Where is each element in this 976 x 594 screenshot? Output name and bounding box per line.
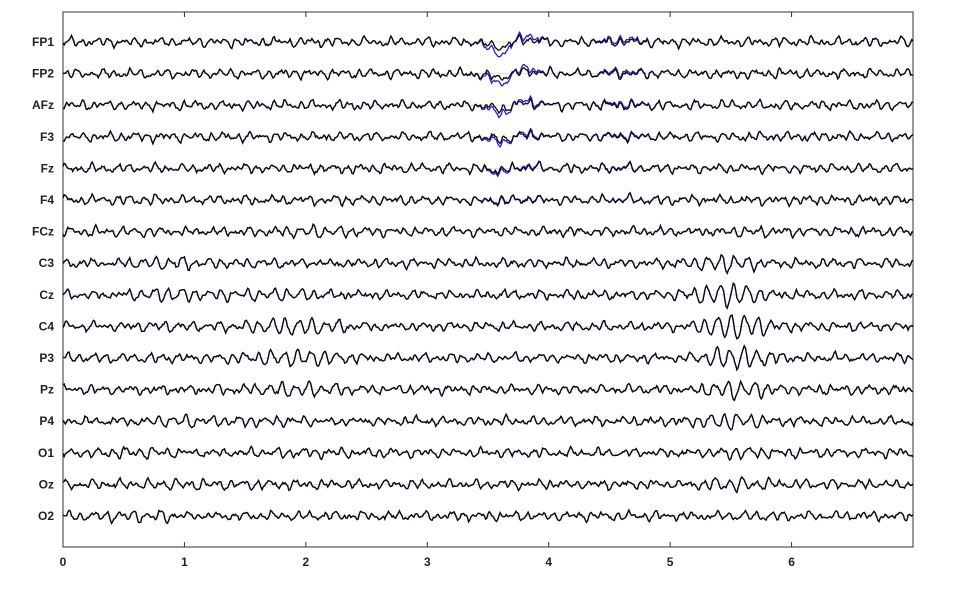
eeg-trace-f3 xyxy=(62,129,914,146)
channel-label-pz: Pz xyxy=(40,383,54,397)
x-axis: 0 1 2 3 4 5 6 xyxy=(60,12,795,569)
channel-label-p3: P3 xyxy=(39,351,54,365)
channel-label-fp1: FP1 xyxy=(32,35,54,49)
channel-label-fz: Fz xyxy=(41,161,54,175)
eeg-trace-pz xyxy=(62,379,914,402)
eeg-trace-f4 xyxy=(62,191,914,208)
channel-label-fcz: FCz xyxy=(32,225,54,239)
eeg-trace-c4 xyxy=(62,314,914,340)
eeg-trace-cz xyxy=(62,282,914,310)
eeg-trace-c3 xyxy=(62,253,914,275)
eeg-trace-oz xyxy=(62,475,914,494)
channel-label-f3: F3 xyxy=(40,130,54,144)
x-tick-label-4: 4 xyxy=(545,555,552,569)
eeg-trace-afz xyxy=(62,97,914,115)
eeg-trace-fp2 xyxy=(62,65,914,82)
eeg-trace-fp1 xyxy=(62,33,914,51)
eeg-trace-o1 xyxy=(62,445,914,462)
channel-label-afz: AFz xyxy=(32,98,54,112)
channel-label-o2: O2 xyxy=(38,509,54,523)
channel-label-cz: Cz xyxy=(39,288,54,302)
eeg-trace-p4 xyxy=(62,412,914,431)
channel-label-c3: C3 xyxy=(39,256,55,270)
channel-label-o1: O1 xyxy=(38,446,54,460)
x-tick-label-2: 2 xyxy=(303,555,310,569)
x-tick-label-0: 0 xyxy=(60,555,67,569)
eeg-trace-fz xyxy=(62,160,914,176)
x-tick-label-5: 5 xyxy=(667,555,674,569)
channel-label-c4: C4 xyxy=(39,319,55,333)
plot-area xyxy=(62,11,914,548)
eeg-trace-p3 xyxy=(62,344,914,372)
channel-label-f4: F4 xyxy=(40,193,54,207)
x-tick-label-3: 3 xyxy=(424,555,431,569)
eeg-trace-o2 xyxy=(62,508,914,525)
x-tick-label-6: 6 xyxy=(788,555,795,569)
channel-labels: FP1 FP2 AFz F3 Fz F4 FCz C3 Cz C4 P3 Pz P4 O1 Oz O2 xyxy=(32,35,54,523)
channel-label-oz: Oz xyxy=(39,477,54,491)
eeg-trace-fcz xyxy=(62,222,914,240)
eeg-traces xyxy=(62,33,914,525)
channel-label-p4: P4 xyxy=(39,414,54,428)
x-tick-label-1: 1 xyxy=(181,555,188,569)
channel-label-fp2: FP2 xyxy=(32,67,54,81)
